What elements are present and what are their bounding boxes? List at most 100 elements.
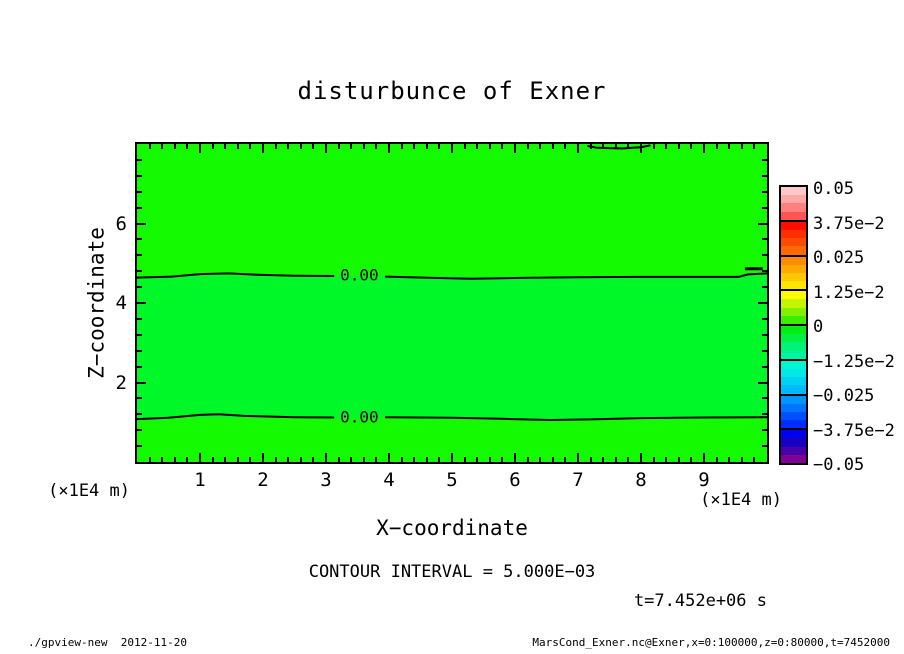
x-minor-tick [438, 457, 441, 462]
colorbar-tick-label: −0.025 [813, 386, 875, 406]
x-minor-tick [627, 457, 630, 462]
x-minor-tick [312, 144, 315, 149]
y-minor-tick [137, 238, 142, 241]
x-major-tick [451, 144, 453, 153]
colorbar-step [781, 195, 806, 204]
chart-title: disturbunce of Exner [297, 77, 607, 105]
x-minor-tick [375, 457, 378, 462]
x-minor-tick [564, 457, 567, 462]
x-minor-tick [362, 457, 365, 462]
colorbar-tick-label: 0.05 [813, 179, 854, 199]
x-minor-tick [287, 457, 290, 462]
x-minor-tick [614, 457, 617, 462]
x-minor-tick [299, 144, 302, 149]
x-minor-tick [728, 144, 731, 149]
x-minor-tick [362, 144, 365, 149]
y-tick-label: 4 [115, 292, 127, 314]
x-minor-tick [677, 457, 680, 462]
y-minor-tick [762, 445, 767, 448]
colorbar-step [781, 438, 806, 447]
x-minor-tick [400, 144, 403, 149]
x-minor-tick [173, 144, 176, 149]
y-minor-tick [762, 270, 767, 273]
x-minor-tick [652, 144, 655, 149]
y-major-tick [758, 302, 767, 304]
colorbar-step [781, 326, 806, 335]
x-minor-tick [753, 457, 756, 462]
y-axis-title: Z−coordinate [84, 227, 109, 379]
x-major-tick [199, 453, 201, 462]
x-minor-tick [299, 457, 302, 462]
x-minor-tick [236, 457, 239, 462]
x-minor-tick [589, 144, 592, 149]
colorbar-step [781, 430, 806, 439]
x-minor-tick [413, 144, 416, 149]
x-major-tick [451, 453, 453, 462]
x-major-tick [199, 144, 201, 153]
x-minor-tick [375, 144, 378, 149]
colorbar-step [781, 264, 806, 273]
x-minor-tick [186, 144, 189, 149]
colorbar-step [781, 446, 806, 455]
y-minor-tick [137, 333, 142, 336]
x-major-tick [262, 453, 264, 462]
x-minor-tick [211, 144, 214, 149]
x-minor-tick [337, 457, 340, 462]
colorbar-box-6 [781, 393, 806, 429]
colorbar-step [781, 385, 806, 394]
x-minor-tick [740, 457, 743, 462]
colorbar [779, 185, 808, 465]
contour-label-lower: 0.00 [340, 407, 379, 427]
footer-dataset-text: MarsCond_Exner.nc@Exner,x=0:100000,z=0:8… [532, 636, 890, 649]
colorbar-step [781, 307, 806, 316]
x-axis-unit: (×1E4 m) [700, 490, 782, 510]
x-minor-tick [249, 144, 252, 149]
x-minor-tick [350, 457, 353, 462]
colorbar-step [781, 291, 806, 300]
x-major-tick [577, 453, 579, 462]
x-tick-label: 2 [257, 469, 269, 491]
colorbar-tick-label: 0.025 [813, 248, 865, 268]
colorbar-step [781, 342, 806, 351]
x-minor-tick [274, 144, 277, 149]
colorbar-step [781, 420, 806, 429]
colorbar-step [781, 350, 806, 359]
x-minor-tick [539, 457, 542, 462]
x-minor-tick [526, 144, 529, 149]
colorbar-step [781, 256, 806, 265]
x-minor-tick [589, 457, 592, 462]
colorbar-step [781, 334, 806, 343]
colorbar-step [781, 360, 806, 369]
y-major-tick [137, 302, 146, 304]
contour-segment-top_edge [587, 144, 651, 150]
colorbar-step [781, 281, 806, 290]
colorbar-tick-label: −0.05 [813, 455, 865, 475]
x-major-tick [577, 144, 579, 153]
colorbar-step [781, 315, 806, 324]
x-minor-tick [413, 457, 416, 462]
x-minor-tick [753, 144, 756, 149]
colorbar-step [781, 377, 806, 386]
y-minor-tick [137, 429, 142, 432]
x-minor-tick [564, 144, 567, 149]
x-minor-tick [614, 144, 617, 149]
x-tick-label: 6 [509, 469, 521, 491]
plot-area [135, 142, 769, 464]
y-minor-tick [137, 174, 142, 177]
x-minor-tick [186, 457, 189, 462]
y-minor-tick [762, 254, 767, 257]
y-major-tick [137, 381, 146, 384]
x-tick-label: 4 [383, 469, 395, 491]
x-tick-label: 1 [194, 469, 206, 491]
x-minor-tick [551, 144, 554, 149]
y-tick-label: 6 [115, 212, 127, 235]
x-major-tick [388, 144, 390, 153]
y-tick-label: 2 [115, 371, 127, 394]
y-minor-tick [137, 317, 142, 320]
x-minor-tick [173, 457, 176, 462]
colorbar-step [781, 211, 806, 220]
x-minor-tick [665, 144, 668, 149]
x-minor-tick [148, 457, 151, 462]
y-minor-tick [137, 254, 142, 257]
x-minor-tick [488, 144, 491, 149]
